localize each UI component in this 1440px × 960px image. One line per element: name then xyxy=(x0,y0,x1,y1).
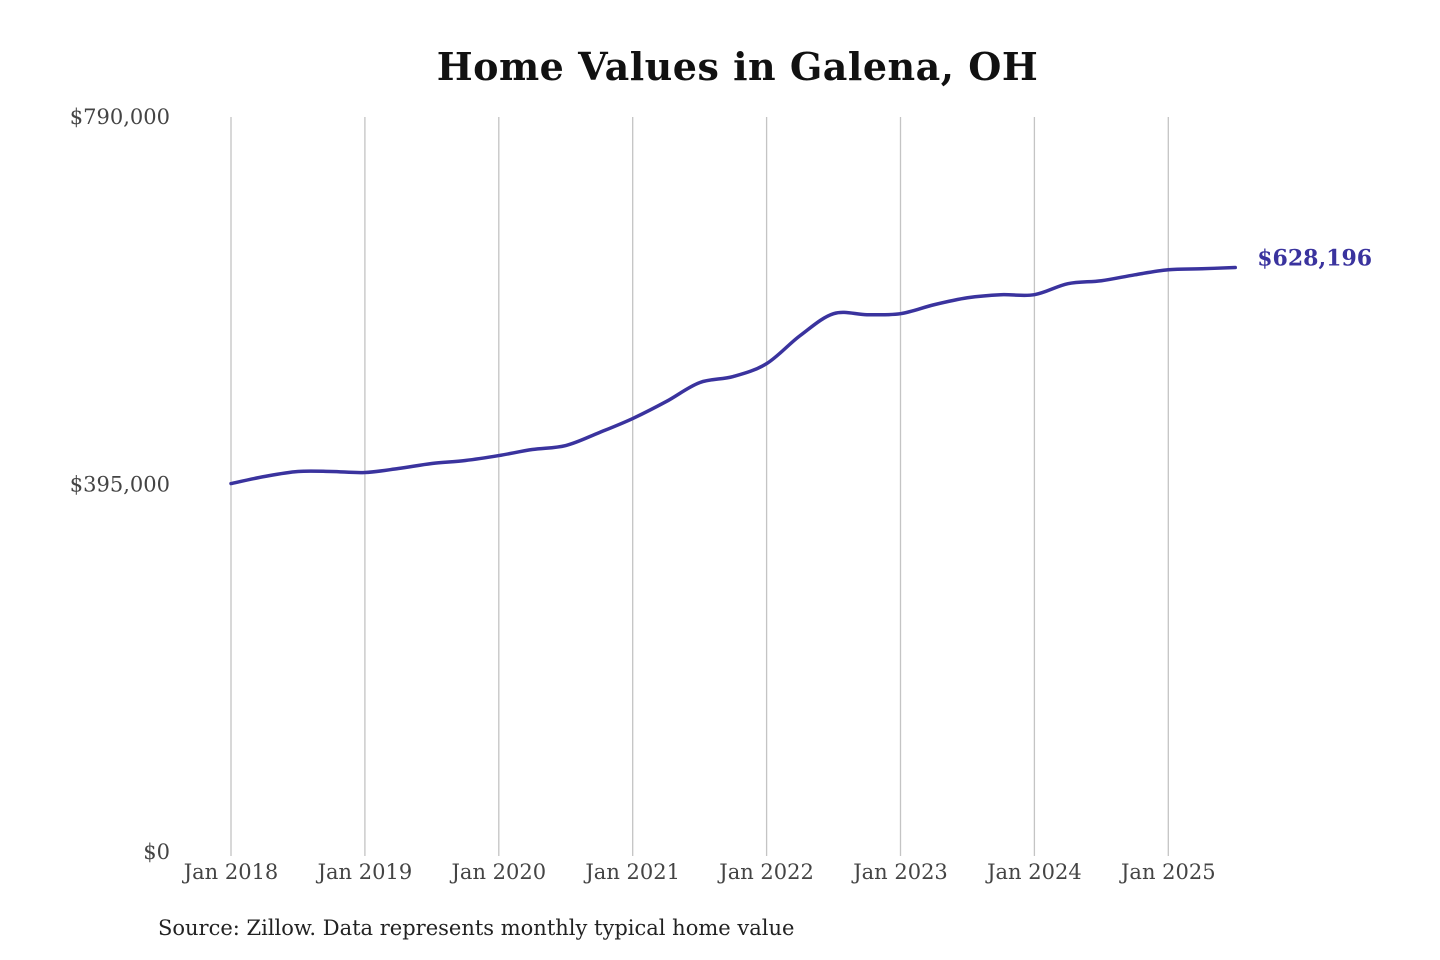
x-tick-label: Jan 2018 xyxy=(182,860,279,884)
x-tick-label: Jan 2020 xyxy=(450,860,547,884)
y-tick-label: $0 xyxy=(143,840,170,864)
end-value-label: $628,196 xyxy=(1257,246,1372,272)
y-tick-label: $790,000 xyxy=(70,105,170,129)
chart-title: Home Values in Galena, OH xyxy=(436,44,1039,89)
home-value-line xyxy=(229,265,1237,486)
source-note: Source: Zillow. Data represents monthly … xyxy=(158,916,795,940)
x-tick-label: Jan 2023 xyxy=(851,860,948,884)
x-tick-label: Jan 2024 xyxy=(985,860,1082,884)
x-tick-label: Jan 2021 xyxy=(583,860,680,884)
x-tick-label: Jan 2022 xyxy=(717,860,814,884)
x-tick-label: Jan 2025 xyxy=(1119,860,1216,884)
x-tick-label: Jan 2019 xyxy=(316,860,413,884)
y-tick-label: $395,000 xyxy=(70,473,170,497)
